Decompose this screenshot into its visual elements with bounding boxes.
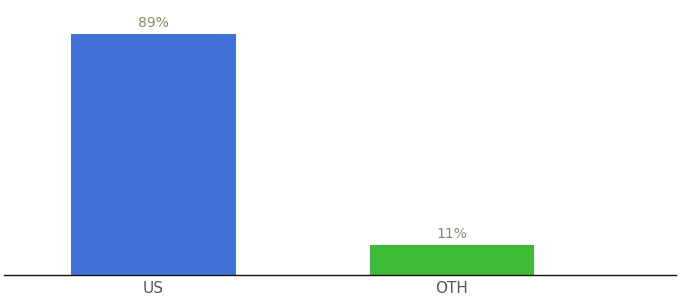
Text: 11%: 11%: [437, 227, 467, 242]
Text: 89%: 89%: [138, 16, 169, 30]
Bar: [370, 245, 534, 275]
Bar: [71, 34, 235, 275]
